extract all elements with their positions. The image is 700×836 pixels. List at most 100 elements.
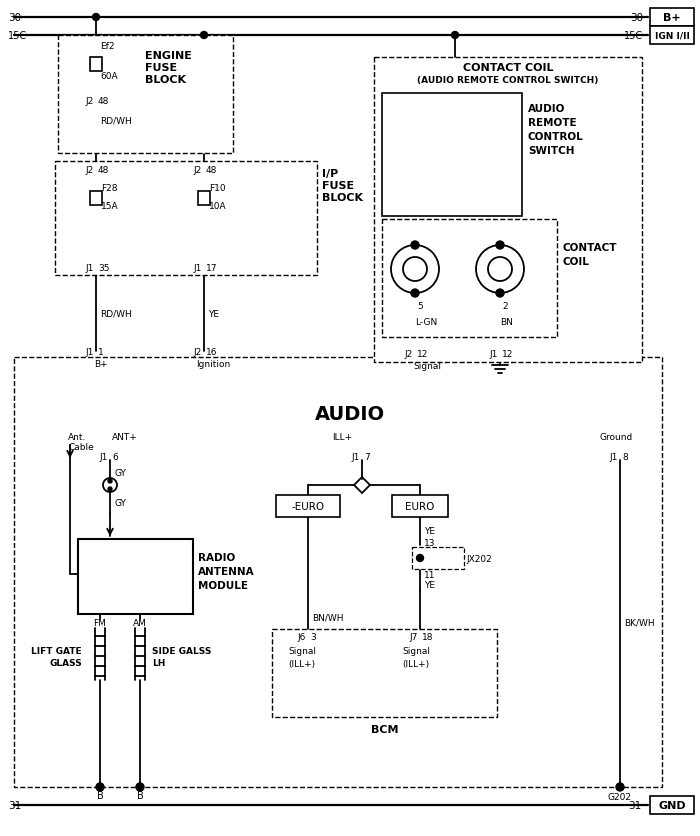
Text: Ground: Ground — [600, 433, 634, 442]
Circle shape — [496, 242, 504, 250]
Text: (AUDIO REMOTE CONTROL SWITCH): (AUDIO REMOTE CONTROL SWITCH) — [417, 75, 598, 84]
Text: 16: 16 — [206, 347, 218, 356]
Text: SWITCH: SWITCH — [528, 145, 575, 155]
Text: J1: J1 — [489, 349, 498, 358]
Circle shape — [416, 555, 424, 562]
Text: EURO: EURO — [405, 502, 435, 512]
Bar — [58, 36, 233, 154]
Bar — [276, 496, 340, 517]
Text: I/P: I/P — [322, 169, 338, 179]
Text: 13: 13 — [424, 539, 435, 548]
Text: J2: J2 — [194, 347, 202, 356]
Circle shape — [616, 783, 624, 791]
Text: ILL+: ILL+ — [332, 433, 352, 442]
Circle shape — [411, 242, 419, 250]
Text: YE: YE — [424, 527, 435, 536]
Text: (ILL+): (ILL+) — [288, 659, 315, 668]
Text: FM: FM — [94, 618, 106, 627]
Text: 5: 5 — [417, 301, 423, 310]
Text: 60A: 60A — [100, 71, 118, 80]
Text: YE: YE — [424, 581, 435, 589]
Text: F28: F28 — [101, 183, 118, 192]
Text: 15C: 15C — [624, 31, 643, 41]
Circle shape — [496, 289, 504, 298]
Bar — [650, 27, 694, 45]
Circle shape — [403, 257, 427, 282]
Text: 12: 12 — [502, 349, 513, 358]
Text: J1: J1 — [85, 347, 94, 356]
Text: ENGINE: ENGINE — [145, 51, 192, 61]
Bar — [412, 548, 464, 569]
Text: 48: 48 — [98, 96, 109, 105]
Text: IGN I/II: IGN I/II — [654, 32, 690, 40]
Text: 1: 1 — [98, 347, 104, 356]
Text: LH: LH — [152, 658, 165, 666]
Text: 15C: 15C — [8, 31, 27, 41]
Text: J1: J1 — [85, 263, 94, 273]
Text: YE: YE — [208, 309, 219, 319]
Text: 18: 18 — [422, 633, 433, 642]
Text: J1: J1 — [610, 453, 618, 462]
Text: J1: J1 — [194, 263, 202, 273]
Text: REMOTE: REMOTE — [528, 118, 577, 128]
Circle shape — [411, 289, 419, 298]
Text: AUDIO: AUDIO — [528, 104, 566, 114]
Text: F10: F10 — [209, 183, 225, 192]
Text: 31: 31 — [8, 800, 21, 810]
Text: 15A: 15A — [101, 201, 118, 210]
Text: JX202: JX202 — [466, 553, 491, 563]
Text: CONTACT COIL: CONTACT COIL — [463, 63, 553, 73]
Bar — [272, 630, 497, 717]
Text: 8: 8 — [622, 453, 628, 462]
Text: 48: 48 — [98, 166, 109, 174]
Text: BCM: BCM — [371, 724, 398, 734]
Text: CONTACT: CONTACT — [563, 242, 617, 252]
Text: FUSE: FUSE — [145, 63, 177, 73]
Text: RD/WH: RD/WH — [100, 309, 132, 319]
Circle shape — [136, 783, 144, 791]
Bar — [14, 358, 662, 787]
Circle shape — [488, 257, 512, 282]
Text: 6: 6 — [112, 453, 118, 462]
Text: AUDIO: AUDIO — [315, 405, 385, 424]
Text: 17: 17 — [206, 263, 218, 273]
Text: B: B — [136, 790, 144, 800]
Bar — [650, 796, 694, 814]
Text: Ef2: Ef2 — [100, 42, 115, 50]
Text: GY: GY — [114, 468, 126, 477]
Text: 11: 11 — [424, 571, 435, 580]
Text: L-GN: L-GN — [415, 317, 438, 326]
Bar — [90, 191, 102, 206]
Text: 3: 3 — [310, 633, 316, 642]
Text: B: B — [97, 790, 104, 800]
Text: COIL: COIL — [563, 257, 590, 267]
Text: SIDE GALSS: SIDE GALSS — [152, 645, 211, 655]
Text: AM: AM — [133, 618, 147, 627]
Text: GND: GND — [658, 800, 686, 810]
Text: BN: BN — [500, 317, 513, 326]
Text: Signal: Signal — [402, 647, 430, 655]
Text: 12: 12 — [417, 349, 428, 358]
Text: CONTROL: CONTROL — [528, 132, 584, 142]
Text: RADIO: RADIO — [198, 553, 235, 563]
Circle shape — [452, 33, 458, 39]
Text: 2: 2 — [502, 301, 508, 310]
Text: G202: G202 — [608, 793, 632, 802]
Text: J6: J6 — [298, 633, 306, 642]
Text: 7: 7 — [364, 453, 370, 462]
Text: J2: J2 — [194, 166, 202, 174]
Text: ANT+: ANT+ — [112, 433, 138, 442]
Text: GY: GY — [114, 499, 126, 508]
Bar — [55, 162, 317, 276]
Text: BN/WH: BN/WH — [312, 613, 344, 622]
Text: B+: B+ — [663, 13, 681, 23]
Text: BLOCK: BLOCK — [145, 75, 186, 85]
Text: Cable: Cable — [68, 443, 94, 452]
Text: 10A: 10A — [209, 201, 227, 210]
Text: BLOCK: BLOCK — [322, 193, 363, 203]
Text: J1: J1 — [99, 453, 108, 462]
Text: MODULE: MODULE — [198, 580, 248, 590]
Text: Ant.: Ant. — [68, 433, 86, 442]
Text: 48: 48 — [206, 166, 218, 174]
Bar — [650, 9, 694, 27]
